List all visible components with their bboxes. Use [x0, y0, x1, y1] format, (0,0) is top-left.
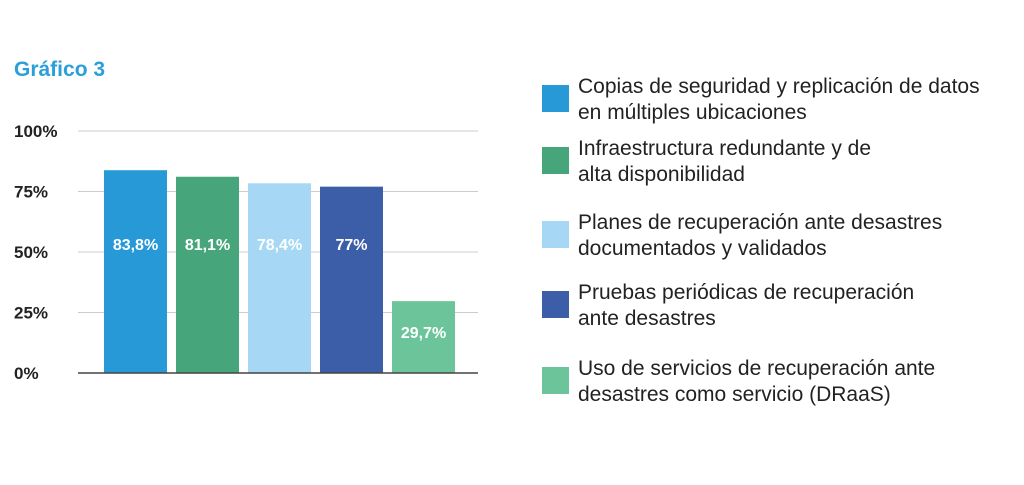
legend-item: Copias de seguridad y replicación de dat… [542, 74, 1018, 126]
legend-label-line: alta disponibilidad [578, 163, 745, 186]
bar-value-label: 78,4% [257, 237, 302, 254]
bar [104, 170, 167, 373]
bar [176, 176, 239, 373]
y-tick-label: 25% [14, 304, 48, 323]
legend-label: Planes de recuperación ante desastres do… [578, 210, 1018, 262]
legend-label: Copias de seguridad y replicación de dat… [578, 74, 1018, 126]
legend-label: Infraestructura redundante y de alta dis… [578, 136, 1018, 188]
legend-swatch [542, 367, 569, 394]
bar [248, 183, 311, 373]
legend-label: Pruebas periódicas de recuperación ante … [578, 280, 1018, 332]
y-tick-label: 50% [14, 243, 48, 262]
legend-label: Uso de servicios de recuperación ante de… [578, 356, 1018, 408]
legend-swatch [542, 85, 569, 112]
bar-value-label: 81,1% [185, 237, 230, 254]
bar-value-label: 83,8% [113, 237, 158, 254]
legend-label-line: Planes de recuperación ante desastres [578, 211, 943, 234]
legend-label-line: Copias de seguridad y replicación de dat… [578, 75, 980, 98]
bar-chart: 0% 25% 50% 75% 100% 83,8% 81,1% 78,4% 77% 29,7% [14, 122, 478, 383]
legend-swatch [542, 291, 569, 318]
legend-label-line: Pruebas periódicas de recuperación [578, 281, 915, 304]
legend-label-line: en múltiples ubicaciones [578, 101, 807, 124]
legend-label-line: Infraestructura redundante y de [578, 137, 872, 160]
legend-swatch [542, 147, 569, 174]
y-tick-label: 0% [14, 364, 39, 383]
chart-title: Gráfico 3 [14, 58, 106, 81]
legend-label-line: Uso de servicios de recuperación ante [578, 357, 936, 380]
legend-label-line: documentados y validados [578, 237, 827, 260]
legend-label-line: desastres como servicio (DRaaS) [578, 383, 891, 406]
bar-value-label: 77% [335, 237, 367, 254]
legend-item: Uso de servicios de recuperación ante de… [542, 356, 1018, 408]
legend-item: Pruebas periódicas de recuperación ante … [542, 280, 1018, 332]
bar [392, 301, 455, 373]
bar [320, 186, 383, 373]
legend-item: Planes de recuperación ante desastres do… [542, 210, 1018, 262]
legend-swatch [542, 221, 569, 248]
y-tick-label: 75% [14, 183, 48, 202]
y-tick-label: 100% [14, 122, 57, 141]
bar-value-label: 29,7% [401, 325, 446, 342]
legend-label-line: ante desastres [578, 307, 716, 330]
legend-item: Infraestructura redundante y de alta dis… [542, 136, 1018, 188]
